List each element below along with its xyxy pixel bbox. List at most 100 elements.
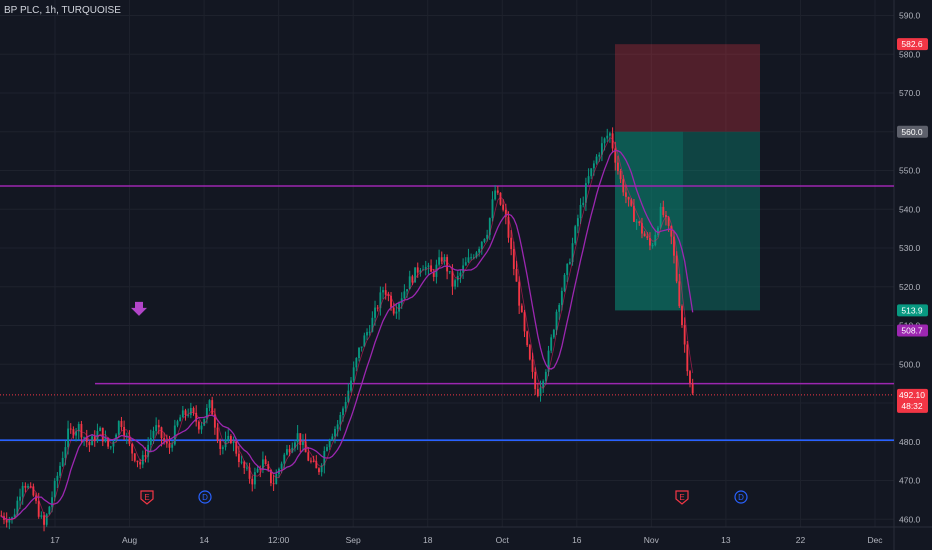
candle-body	[101, 427, 104, 442]
earnings-marker-icon[interactable]: E	[675, 490, 689, 505]
candle-body	[622, 179, 625, 193]
stop-loss-zone[interactable]	[615, 44, 760, 132]
candle-body	[368, 331, 371, 333]
time-tick-label: 18	[423, 535, 433, 545]
candle-body	[654, 234, 657, 246]
price-tick-label: 480.0	[899, 437, 921, 447]
candle-body	[131, 443, 134, 454]
candle-body	[0, 515, 3, 517]
time-tick-label: Aug	[122, 535, 137, 545]
candle-body	[358, 347, 360, 359]
candle-body	[480, 241, 483, 249]
candle-body	[406, 289, 408, 292]
candle-body	[566, 263, 569, 275]
candle-body	[232, 441, 235, 443]
candle-body	[315, 461, 318, 469]
event-marker-label: E	[679, 493, 684, 502]
candle-body	[427, 265, 430, 267]
candle-body	[19, 496, 21, 501]
candle-body	[576, 218, 579, 227]
candle-body	[109, 446, 112, 448]
candle-body	[560, 290, 563, 305]
candle-body	[107, 437, 110, 447]
dividend-marker-icon[interactable]: D	[198, 490, 212, 504]
candle-body	[531, 359, 534, 372]
candle-body	[99, 427, 102, 432]
candle-body	[614, 148, 617, 163]
candle-body	[24, 485, 27, 488]
time-tick-label: Oct	[496, 535, 510, 545]
candle-body	[416, 267, 419, 273]
candle-body	[683, 325, 686, 345]
candle-body	[665, 215, 667, 218]
candle-body	[104, 437, 107, 442]
candle-body	[464, 262, 467, 266]
candle-body	[627, 196, 630, 200]
candle-body	[550, 337, 553, 351]
candle-body	[408, 276, 411, 290]
candle-body	[651, 245, 654, 247]
candle-body	[21, 485, 24, 497]
candle-body	[670, 225, 673, 237]
current-price-badge[interactable]	[897, 388, 928, 413]
candle-body	[224, 439, 227, 448]
price-tick-label: 470.0	[899, 476, 921, 486]
time-tick-label: Dec	[867, 535, 883, 545]
time-tick-label: 13	[721, 535, 731, 545]
price-label-text: 582.6	[901, 39, 923, 49]
candle-body	[267, 464, 270, 470]
dividend-marker-icon[interactable]: D	[734, 490, 748, 504]
price-tick-label: 570.0	[899, 88, 921, 98]
candle-body	[689, 371, 691, 384]
candle-body	[611, 133, 614, 149]
candle-body	[123, 427, 126, 437]
candle-body	[544, 371, 547, 382]
countdown-text: 48:32	[901, 401, 923, 411]
candle-body	[403, 291, 406, 299]
candle-body	[243, 461, 246, 468]
candle-body	[264, 459, 267, 465]
fast-average-line	[1, 137, 694, 521]
candle-body	[590, 168, 593, 177]
candle-body	[635, 221, 638, 223]
candle-body	[128, 435, 131, 444]
candle-body	[221, 447, 224, 449]
candle-body	[173, 425, 176, 445]
current-price-text: 492.10	[899, 390, 925, 400]
candle-body	[245, 467, 248, 469]
candle-body	[45, 514, 48, 525]
candle-body	[459, 272, 462, 276]
candle-body	[582, 202, 585, 205]
candle-body	[571, 243, 574, 263]
candle-body	[261, 459, 264, 470]
candle-body	[681, 306, 683, 326]
candle-body	[355, 358, 358, 368]
candle-body	[462, 265, 465, 273]
candle-body	[342, 408, 344, 416]
candle-body	[691, 383, 694, 394]
candle-body	[598, 154, 601, 157]
candle-body	[155, 425, 158, 431]
earnings-marker-icon[interactable]: E	[140, 490, 154, 505]
candle-body	[536, 389, 539, 396]
candle-body	[662, 206, 665, 216]
time-tick-label: Nov	[644, 535, 660, 545]
candle-body	[371, 317, 374, 332]
candle-body	[675, 255, 678, 282]
price-tick-label: 550.0	[899, 166, 921, 176]
candle-body	[633, 205, 635, 222]
candle-body	[269, 469, 272, 484]
candle-body	[673, 236, 675, 256]
candle-body	[69, 428, 72, 430]
candle-body	[328, 440, 331, 448]
candle-body	[547, 350, 550, 372]
down-arrow-icon[interactable]	[131, 301, 147, 316]
candle-body	[83, 437, 86, 439]
candle-body	[139, 462, 142, 465]
time-tick-label: 22	[796, 535, 806, 545]
candle-body	[288, 449, 291, 453]
price-tick-label: 500.0	[899, 359, 921, 369]
candle-body	[384, 290, 387, 295]
